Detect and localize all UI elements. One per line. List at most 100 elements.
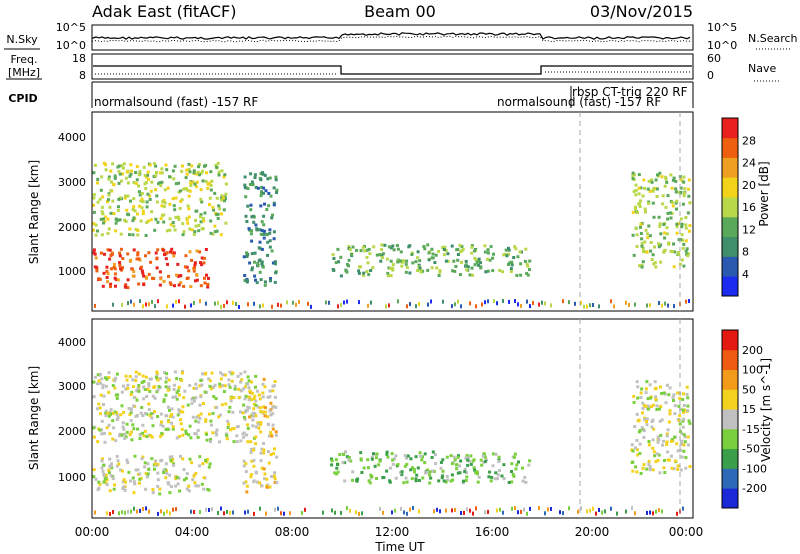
velocity-colorbar-swatch <box>722 409 738 430</box>
velocity-echo-cell <box>243 417 247 421</box>
velocity-near-range-cell <box>649 510 651 515</box>
velocity-echo-cell <box>104 384 108 388</box>
velocity-echo-cell <box>100 457 104 461</box>
velocity-echo-cell <box>93 375 97 379</box>
velocity-echo-cell <box>449 479 453 483</box>
power-echo-cell <box>200 263 204 267</box>
power-echo-cell <box>661 202 665 206</box>
power-echo-cell <box>125 208 129 212</box>
power-echo-cell <box>126 278 130 282</box>
power-echo-cell <box>159 184 163 188</box>
velocity-echo-cell <box>138 472 142 476</box>
power-echo-cell <box>254 223 258 227</box>
power-echo-cell <box>199 284 203 288</box>
velocity-echo-cell <box>676 467 680 471</box>
power-echo-cell <box>206 182 210 186</box>
power-echo-cell <box>144 254 147 258</box>
velocity-echo-cell <box>432 470 436 473</box>
velocity-echo-cell <box>252 397 256 400</box>
power-echo-cell <box>245 220 249 223</box>
velocity-echo-cell <box>679 468 683 472</box>
power-echo-cell <box>251 183 255 187</box>
velocity-echo-cell <box>391 462 395 466</box>
power-echo-cell <box>675 222 679 226</box>
power-echo-cell <box>652 262 656 266</box>
power-near-range-cell <box>139 299 141 304</box>
power-echo-cell <box>162 280 166 283</box>
velocity-echo-cell <box>375 477 378 480</box>
velocity-echo-cell <box>494 471 498 475</box>
velocity-echo-cell <box>125 430 129 434</box>
velocity-echo-cell <box>215 406 219 409</box>
power-echo-cell <box>641 247 645 250</box>
power-echo-cell <box>129 172 133 176</box>
velocity-echo-cell <box>180 371 184 375</box>
velocity-echo-cell <box>107 471 111 475</box>
power-echo-cell <box>209 231 213 235</box>
velocity-echo-cell <box>194 396 198 400</box>
power-echo-cell <box>253 260 256 264</box>
velocity-echo-cell <box>141 455 145 459</box>
velocity-echo-cell <box>476 472 479 476</box>
power-echo-cell <box>414 260 418 264</box>
power-echo-cell <box>197 229 201 233</box>
velocity-echo-cell <box>477 475 481 479</box>
velocity-echo-cell <box>257 426 261 430</box>
power-echo-cell <box>639 186 643 190</box>
velocity-echo-cell <box>257 393 261 397</box>
power-echo-cell <box>199 171 203 175</box>
power-echo-cell <box>131 219 135 223</box>
power-echo-cell <box>142 165 146 169</box>
velocity-echo-cell <box>230 379 234 383</box>
power-echo-cell <box>631 211 635 214</box>
power-echo-cell <box>519 262 523 266</box>
velocity-echo-cell <box>188 457 192 461</box>
velocity-echo-cell <box>497 455 501 459</box>
power-echo-cell <box>187 162 191 166</box>
power-echo-cell <box>165 229 169 233</box>
velocity-echo-cell <box>343 461 347 465</box>
velocity-echo-cell <box>98 482 102 486</box>
power-echo-cell <box>135 178 139 182</box>
velocity-echo-cell <box>394 454 398 458</box>
velocity-echo-cell <box>132 385 135 389</box>
velocity-echo-cell <box>164 393 168 397</box>
velocity-echo-cell <box>221 373 225 377</box>
power-echo-cell <box>220 198 224 202</box>
power-echo-cell <box>146 219 150 223</box>
power-echo-cell <box>95 269 99 273</box>
velocity-echo-cell <box>137 384 141 387</box>
velocity-echo-cell <box>121 487 125 490</box>
power-echo-cell <box>456 258 460 262</box>
power-echo-cell <box>348 248 352 252</box>
power-echo-cell <box>96 200 100 204</box>
power-echo-cell <box>108 248 112 252</box>
power-echo-cell <box>272 203 276 207</box>
power-echo-cell <box>275 188 279 192</box>
power-echo-cell <box>137 190 141 194</box>
power-echo-cell <box>199 215 202 219</box>
power-echo-cell <box>671 204 675 208</box>
velocity-echo-cell <box>204 418 208 422</box>
power-echo-cell <box>113 272 117 276</box>
power-echo-cell <box>138 204 142 208</box>
velocity-echo-cell <box>208 379 212 383</box>
velocity-echo-cell <box>666 450 670 454</box>
velocity-echo-cell <box>102 431 106 435</box>
power-echo-cell <box>204 248 208 251</box>
velocity-echo-cell <box>181 457 185 461</box>
velocity-echo-cell <box>168 455 172 459</box>
velocity-echo-cell <box>678 414 682 418</box>
power-echo-cell <box>193 266 196 270</box>
power-near-range-cell <box>262 303 264 308</box>
power-echo-cell <box>441 246 445 249</box>
velocity-echo-cell <box>258 481 262 485</box>
velocity-echo-cell <box>163 371 166 375</box>
velocity-echo-cell <box>273 477 277 481</box>
power-echo-cell <box>114 229 118 233</box>
velocity-echo-cell <box>445 455 449 459</box>
velocity-near-range-cell <box>301 510 303 515</box>
power-near-range-cell <box>298 299 300 304</box>
velocity-echo-cell <box>101 469 105 473</box>
velocity-echo-cell <box>640 387 644 391</box>
